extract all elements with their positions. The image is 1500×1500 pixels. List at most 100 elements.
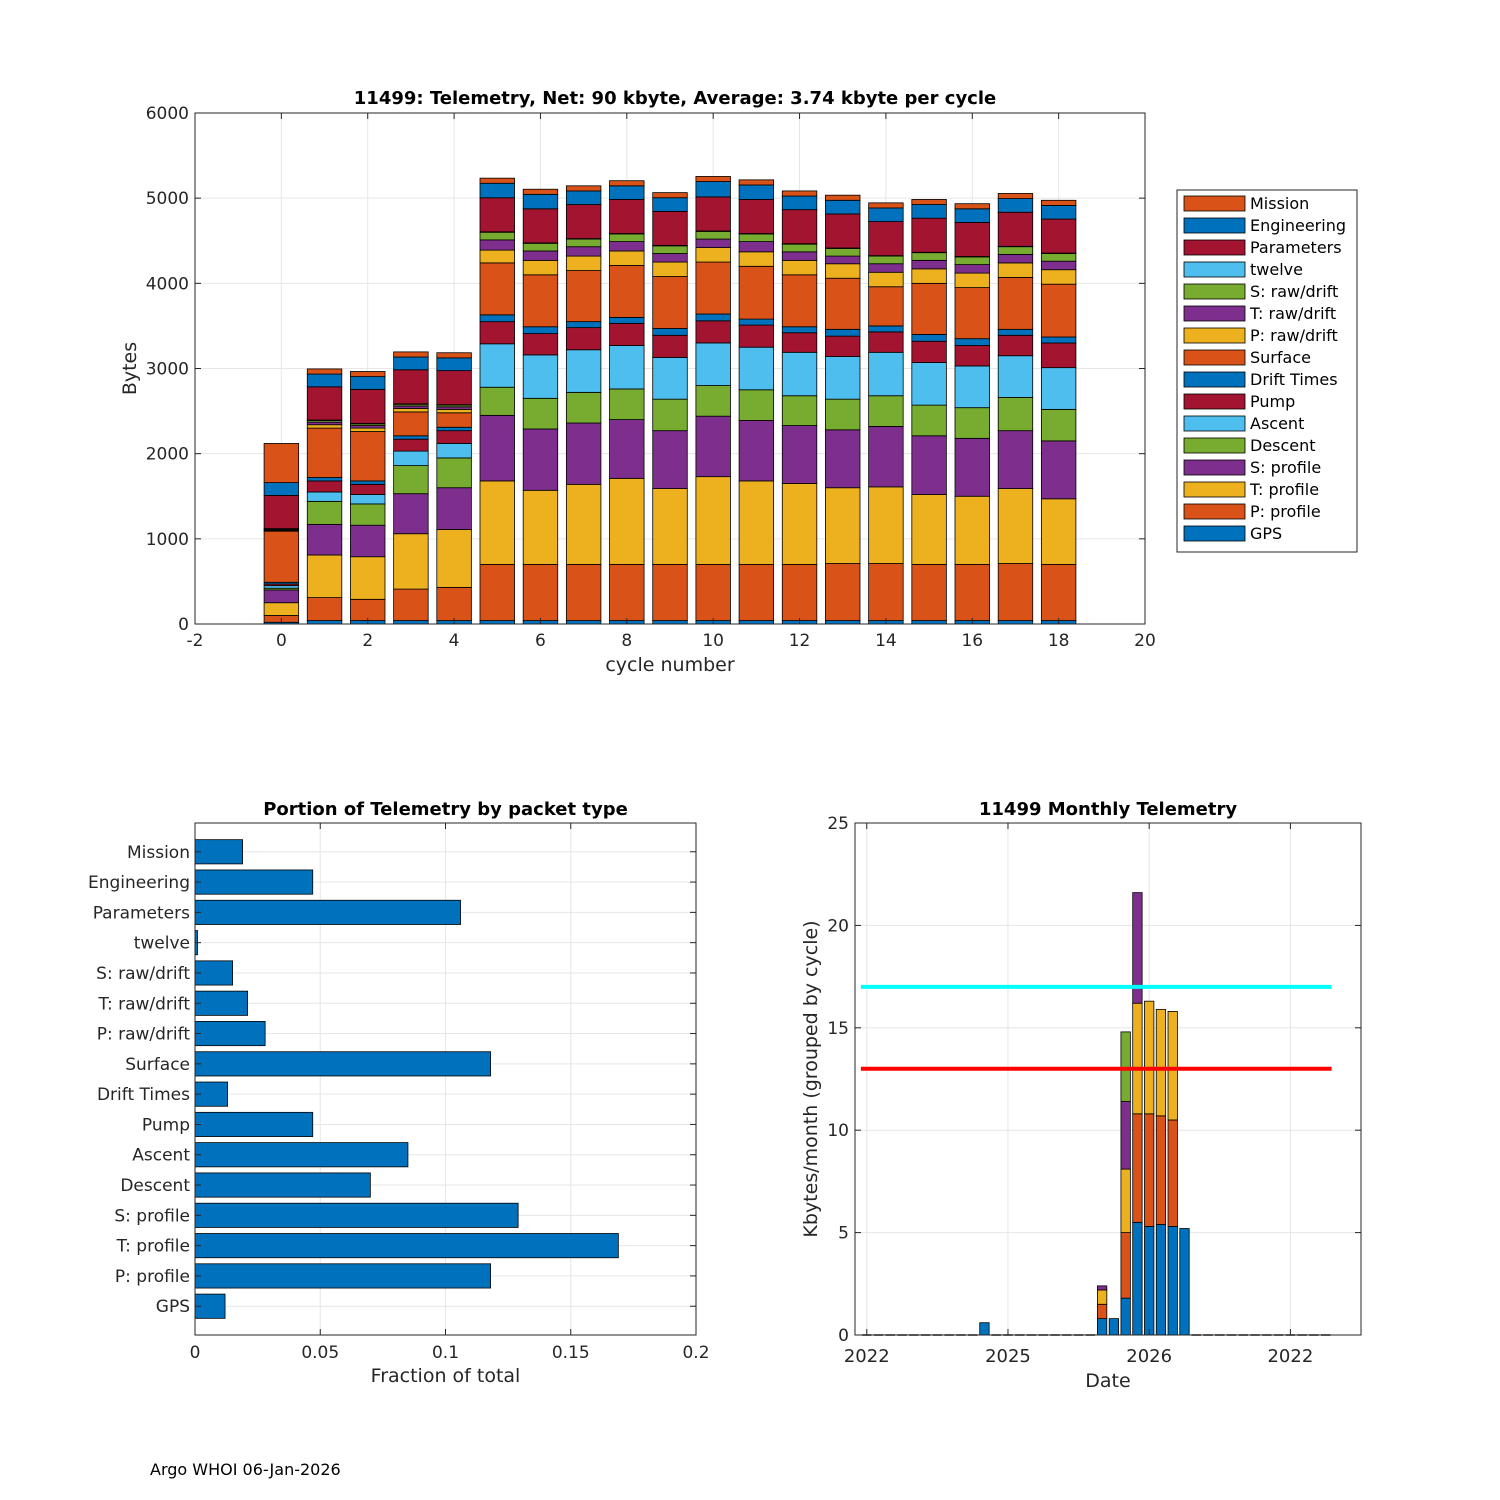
bar-cycle-0-surface: [263, 530, 300, 583]
bar-cycle-15-surface: [911, 282, 947, 335]
bar-cycle-7-t-profile: [565, 483, 602, 565]
bar-cycle-11-s-raw-drift: [738, 233, 775, 243]
cycle-chart-xtick-label: -2: [187, 631, 204, 651]
bar-cycle-8-t-profile: [609, 477, 645, 565]
bar-cycle-3-drift-times: [393, 435, 429, 440]
bar-cycle-2-ascent: [350, 494, 386, 505]
bar-cycle-3-mission: [393, 351, 429, 358]
fraction-chart-category-label: Surface: [125, 1055, 190, 1075]
bar-cycle-14-p-profile: [868, 563, 904, 621]
bar-cycle-7-drift-times: [565, 321, 602, 329]
fraction-chart-category-label: Drift Times: [97, 1085, 190, 1105]
legend-label-drift-times: Drift Times: [1250, 370, 1338, 389]
bar-month-24-group-4: [1132, 892, 1143, 1004]
bar-cycle-8-descent: [609, 388, 645, 421]
bar-fraction-pump: [194, 1111, 314, 1137]
bar-cycle-17-p-profile: [997, 563, 1034, 621]
bar-cycle-10-ascent: [695, 342, 731, 386]
bar-cycle-10-p-profile: [695, 563, 731, 621]
monthly-chart-axes-box: [854, 822, 1362, 1336]
bar-cycle-6-t-profile: [522, 489, 559, 565]
legend-label-p-profile: P: profile: [1250, 502, 1321, 521]
bar-cycle-2-descent: [350, 503, 386, 526]
bar-cycle-4-pump: [436, 430, 472, 444]
bar-cycle-1-surface: [306, 427, 343, 478]
bar-cycle-3-s-profile: [393, 493, 429, 535]
bar-cycle-11-descent: [738, 389, 775, 421]
bar-cycle-14-t-profile: [868, 486, 904, 564]
bar-cycle-6-surface: [522, 274, 559, 328]
bar-cycle-14-s-raw-drift: [868, 255, 904, 265]
bar-month-27-group-3: [1167, 1011, 1178, 1121]
bar-cycle-9-descent: [652, 398, 688, 432]
bar-cycle-13-pump: [825, 335, 861, 357]
monthly-chart-ytick-label: 25: [827, 814, 849, 834]
bar-cycle-10-p-raw-drift: [695, 247, 731, 263]
legend-swatch-p-raw-drift: [1183, 327, 1246, 344]
bar-cycle-6-drift-times: [522, 326, 559, 334]
bar-cycle-15-pump: [911, 340, 947, 363]
bar-cycle-5-s-profile: [479, 414, 515, 482]
legend-label-gps: GPS: [1250, 524, 1282, 543]
bar-cycle-10-surface: [695, 261, 731, 315]
bar-cycle-0-s-profile: [263, 589, 300, 604]
monthly-chart-ytick-label: 10: [827, 1121, 849, 1141]
bar-cycle-15-descent: [911, 404, 947, 437]
bar-cycle-14-t-raw-drift: [868, 263, 904, 273]
legend-label-t-raw-drift: T: raw/drift: [1249, 304, 1336, 323]
bar-cycle-18-parameters: [1040, 218, 1077, 254]
bar-cycle-15-p-profile: [911, 563, 947, 621]
bar-cycle-10-s-raw-drift: [695, 230, 731, 240]
bar-cycle-9-p-profile: [652, 563, 688, 621]
bar-cycle-5-descent: [479, 386, 515, 416]
bar-cycle-2-surface: [350, 431, 386, 482]
bar-cycle-13-s-raw-drift: [825, 248, 861, 257]
legend-label-surface: Surface: [1250, 348, 1311, 367]
bar-month-11-group-1: [979, 1322, 990, 1336]
legend-swatch-descent: [1183, 437, 1246, 454]
cycle-chart-xtick-label: 4: [449, 631, 460, 651]
bar-cycle-11-p-raw-drift: [738, 251, 775, 267]
bar-cycle-1-parameters: [306, 386, 343, 421]
bar-cycle-9-engineering: [652, 197, 688, 212]
legend-swatch-twelve: [1183, 261, 1246, 278]
bar-cycle-3-parameters: [393, 369, 429, 405]
bar-cycle-12-drift-times: [781, 326, 818, 334]
bar-cycle-18-ascent: [1040, 367, 1077, 410]
bar-cycle-10-engineering: [695, 181, 731, 198]
cycle-chart-xtick-label: 16: [961, 631, 983, 651]
bar-cycle-6-pump: [522, 333, 559, 356]
bar-cycle-12-t-raw-drift: [781, 251, 818, 261]
bar-cycle-5-ascent: [479, 343, 515, 388]
cycle-chart-xlabel: cycle number: [605, 654, 734, 676]
bar-cycle-4-drift-times: [436, 426, 472, 432]
bar-cycle-3-descent: [393, 465, 429, 495]
bar-cycle-14-descent: [868, 395, 904, 427]
bar-cycle-15-s-profile: [911, 435, 947, 495]
bar-cycle-16-s-raw-drift: [954, 256, 990, 265]
legend-label-t-profile: T: profile: [1249, 480, 1319, 499]
bar-cycle-13-t-raw-drift: [825, 255, 861, 265]
cycle-chart-xtick-label: 6: [535, 631, 546, 651]
bar-cycle-9-gps: [652, 620, 688, 625]
bar-cycle-1-engineering: [306, 373, 343, 388]
bar-month-23-group-2: [1120, 1232, 1131, 1299]
bar-cycle-6-engineering: [522, 193, 559, 210]
legend-label-parameters: Parameters: [1250, 238, 1342, 257]
bar-cycle-2-s-profile: [350, 524, 386, 558]
bar-month-23-group-4: [1120, 1101, 1131, 1170]
bar-cycle-17-drift-times: [997, 328, 1034, 336]
bar-cycle-5-drift-times: [479, 314, 515, 323]
bar-cycle-4-engineering: [436, 357, 472, 372]
bar-cycle-12-mission: [781, 190, 818, 197]
bar-cycle-6-p-raw-drift: [522, 259, 559, 276]
bar-cycle-1-mission: [306, 368, 343, 375]
bar-cycle-13-surface: [825, 277, 861, 330]
fraction-chart-category-label: Pump: [142, 1115, 190, 1135]
bar-cycle-13-s-profile: [825, 429, 861, 489]
legend-swatch-gps: [1183, 525, 1246, 542]
bar-cycle-2-pump: [350, 483, 386, 495]
bar-cycle-16-t-raw-drift: [954, 264, 990, 274]
